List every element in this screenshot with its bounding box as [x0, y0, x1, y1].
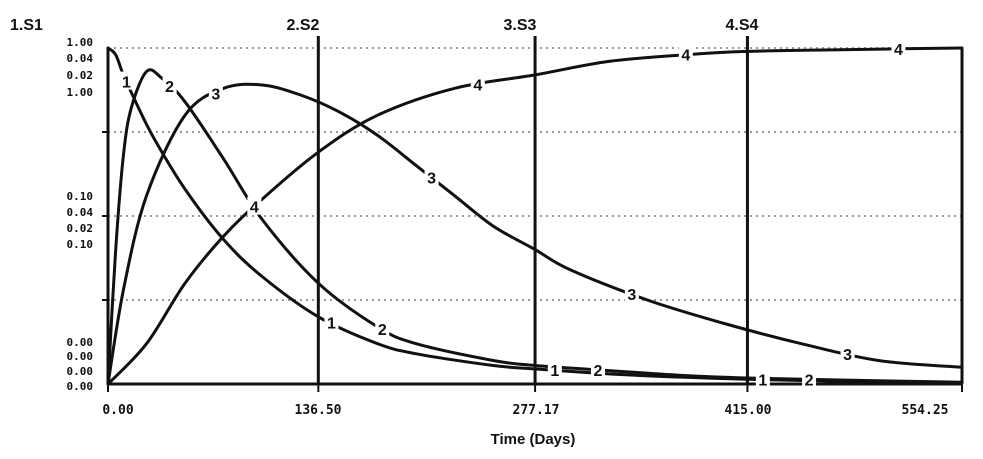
y-scale-bottom: 0.00 0.00 0.00 0.00 — [67, 336, 94, 393]
y-scale-top-1: 1.00 — [67, 36, 94, 49]
series-line-3 — [106, 82, 964, 386]
series-marker-bg-4-2 — [678, 44, 693, 63]
series-marker-bg-2-2 — [590, 359, 605, 378]
series-marker-1-0: 1 — [122, 75, 131, 92]
series-marker-bg-1-3 — [755, 369, 770, 388]
y-scale-mid-3: 0.02 — [67, 222, 94, 235]
series-marker-2-0: 2 — [165, 79, 174, 96]
y-scale-bot-2: 0.00 — [67, 350, 94, 363]
y-scale-bot-1: 0.00 — [67, 336, 94, 349]
series-marker-4-0: 4 — [250, 200, 259, 217]
series-marker-4-3: 4 — [894, 42, 903, 59]
series-marker-3-3: 3 — [843, 347, 852, 364]
y-scale-mid-2: 0.04 — [67, 206, 94, 219]
series-marker-3-1: 3 — [427, 171, 436, 188]
series-header-1: 1.S1 — [10, 17, 43, 34]
series-marker-1-1: 1 — [327, 316, 336, 333]
x-tick-label-3: 415.00 — [725, 403, 772, 418]
series-header-4: 4.S4 — [726, 17, 759, 34]
y-scale-top: 1.00 0.04 0.02 1.00 — [67, 36, 94, 99]
series-line-2 — [106, 68, 964, 386]
y-scale-mid-1: 0.10 — [67, 190, 94, 203]
series-marker-1-2: 1 — [550, 363, 559, 380]
series-marker-2-2: 2 — [594, 363, 603, 380]
y-scale-top-2: 0.04 — [67, 52, 94, 65]
x-tick-label-1: 136.50 — [295, 403, 342, 418]
series-marker-bg-2-1 — [375, 318, 390, 337]
y-scale-top-3: 0.02 — [67, 69, 94, 82]
x-axis-label: Time (Days) — [491, 431, 576, 448]
x-tick-label-2: 277.17 — [513, 403, 560, 418]
series-marker-3-2: 3 — [627, 287, 636, 304]
y-scale-bot-3: 0.00 — [67, 365, 94, 378]
x-tick-label-0: 0.00 — [102, 403, 133, 418]
series-marker-bg-2-0 — [162, 76, 177, 95]
series-marker-bg-1-1 — [324, 312, 339, 331]
series-marker-bg-2-3 — [802, 369, 817, 388]
y-scale-mid-4: 0.10 — [67, 238, 94, 251]
series-marker-2-3: 2 — [805, 372, 814, 389]
series-marker-3-0: 3 — [211, 87, 220, 104]
x-tick-label-4: 554.25 — [902, 403, 949, 418]
series-marker-bg-3-1 — [424, 167, 439, 186]
series-marker-bg-3-3 — [840, 343, 855, 362]
y-scale-top-4: 1.00 — [67, 86, 94, 99]
series-marker-bg-1-2 — [547, 360, 562, 379]
series-marker-bg-4-1 — [470, 74, 485, 93]
series-header-3: 3.S3 — [504, 17, 537, 34]
plot-area: 1 1 1 1 2 2 2 2 3 3 3 3 4 4 4 4 — [102, 36, 964, 392]
series-marker-2-1: 2 — [378, 322, 387, 339]
series-marker-4-2: 4 — [681, 48, 690, 65]
series-marker-4-1: 4 — [473, 77, 482, 94]
series-line-4 — [106, 46, 964, 386]
series-marker-bg-3-2 — [624, 283, 639, 302]
series-header-2: 2.S2 — [287, 17, 320, 34]
series-marker-bg-4-0 — [247, 196, 262, 215]
series-marker-bg-3-0 — [208, 83, 223, 102]
series-marker-1-3: 1 — [758, 373, 767, 390]
series-marker-bg-4-3 — [891, 38, 906, 57]
y-scale-bot-4: 0.00 — [67, 380, 94, 393]
series-marker-bg-1-0 — [119, 71, 134, 90]
y-scale-middle: 0.10 0.04 0.02 0.10 — [67, 190, 94, 251]
